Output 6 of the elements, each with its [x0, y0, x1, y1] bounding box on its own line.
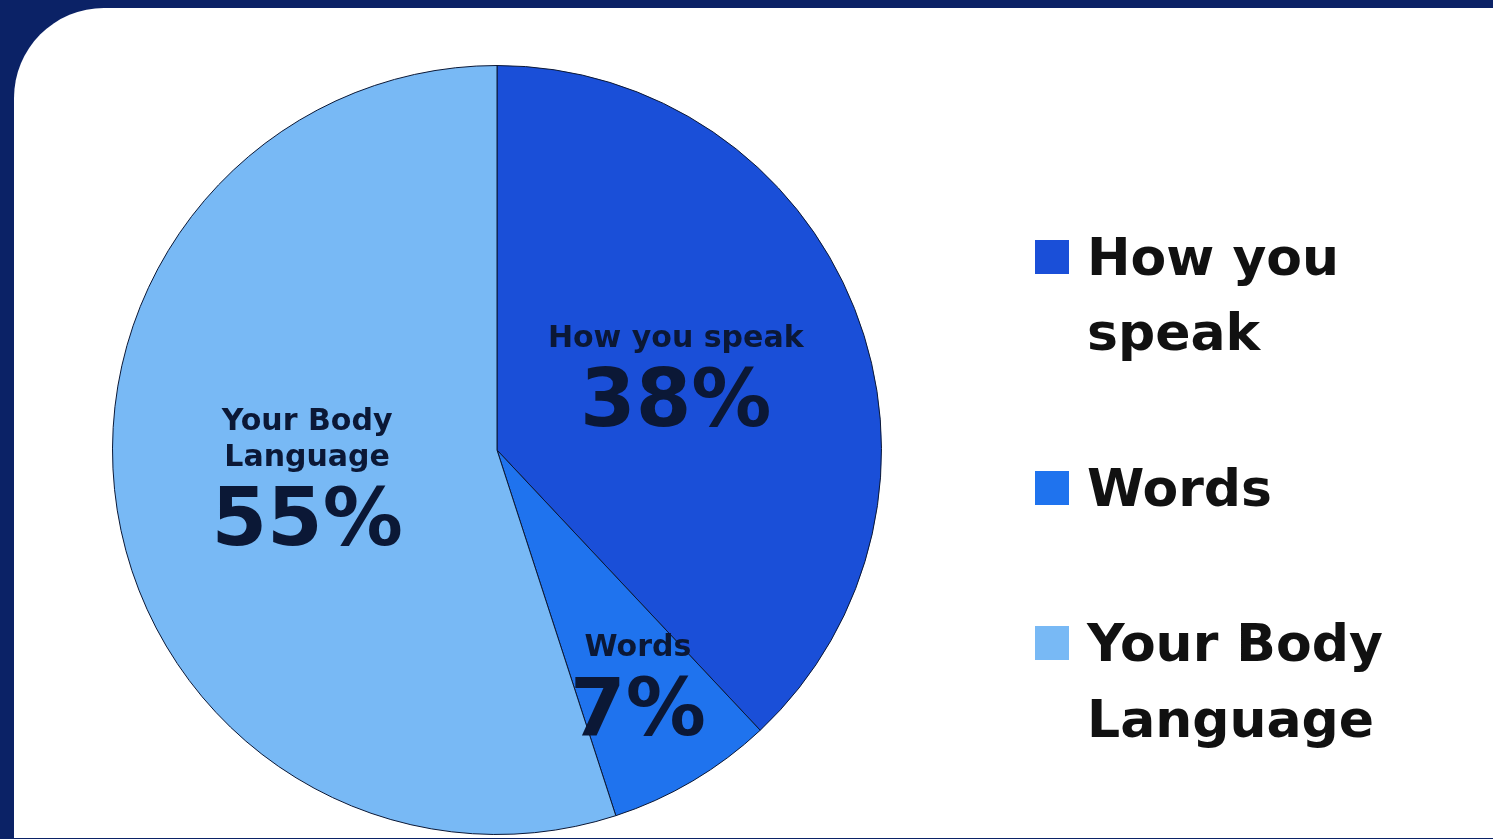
- slice-label: Your Body Language: [220, 401, 393, 473]
- legend-label: Words: [1087, 456, 1273, 520]
- legend-label: Your Body Language: [1087, 612, 1384, 751]
- slice-label: How you speak: [547, 319, 805, 355]
- legend-label: How you speak: [1087, 226, 1341, 365]
- data-label: 38%: [580, 352, 772, 446]
